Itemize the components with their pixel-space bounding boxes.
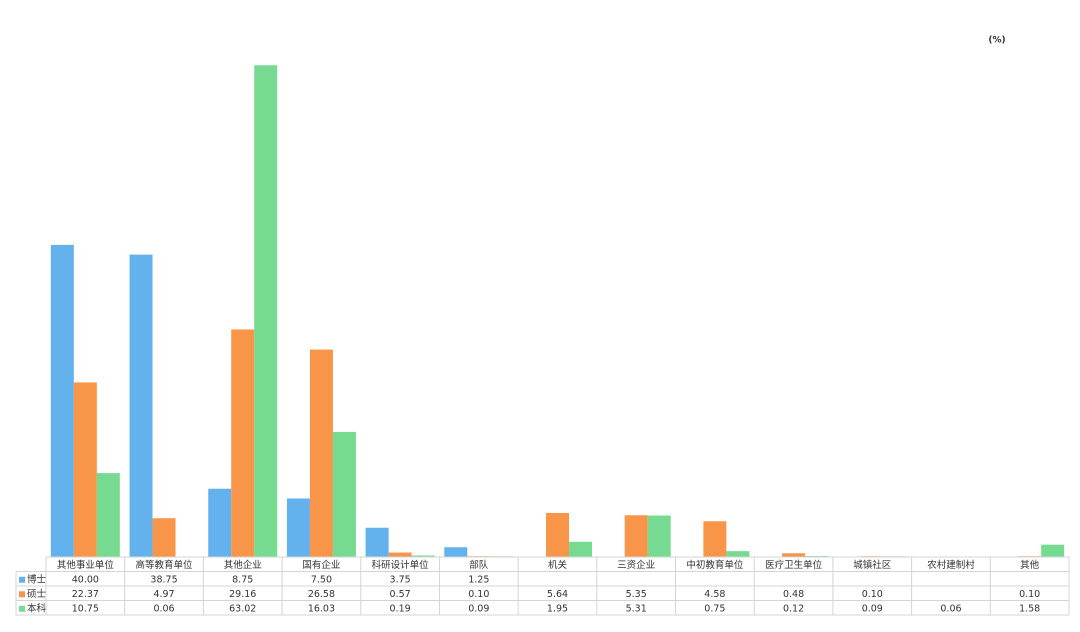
table-cell: 0.75: [704, 603, 725, 614]
bar: [647, 515, 671, 557]
table-cell: 5.64: [547, 589, 568, 600]
table-cell: 1.95: [547, 603, 568, 614]
table-cell: 3.75: [390, 574, 411, 585]
table-cell: 40.00: [72, 574, 99, 585]
table-cell: 0.57: [390, 589, 411, 600]
table-cell: 0.48: [783, 589, 804, 600]
bar: [1041, 544, 1065, 557]
legend-label: 本科: [27, 602, 47, 614]
bar: [73, 382, 97, 557]
bar: [152, 518, 176, 557]
bar: [309, 349, 333, 557]
table-cell: 0.10: [862, 589, 883, 600]
bar: [569, 541, 592, 557]
bar: [726, 551, 750, 557]
x-tick-label: 部队: [469, 559, 489, 571]
table-cell: 63.02: [229, 603, 256, 614]
table-cell: 7.50: [311, 574, 332, 585]
x-tick-label: 中初教育单位: [686, 559, 744, 571]
table-cell: 0.10: [468, 589, 489, 600]
bar: [96, 473, 120, 557]
bar: [208, 488, 232, 557]
table-cell: 0.09: [468, 603, 489, 614]
x-tick-label: 其他事业单位: [57, 559, 115, 571]
bar: [782, 553, 806, 557]
x-tick-label: 医疗卫生单位: [765, 559, 823, 571]
bar: [444, 547, 468, 557]
table-cell: 38.75: [150, 574, 177, 585]
legend-swatch: [19, 591, 25, 598]
x-tick-label: 城镇社区: [853, 559, 892, 571]
table-cell: 0.06: [940, 603, 961, 614]
table-cell: 5.31: [626, 603, 647, 614]
x-tick-label: 其他: [1020, 559, 1040, 571]
x-tick-label: 科研设计单位: [372, 559, 430, 571]
x-tick-label: 国有企业: [302, 559, 340, 571]
table-cell: 1.25: [468, 574, 489, 585]
table-cell: 16.03: [308, 603, 335, 614]
x-tick-label: 其他企业: [224, 559, 262, 571]
x-tick-label: 机关: [548, 559, 568, 571]
legend-label: 博士: [27, 573, 47, 585]
bar: [546, 512, 569, 557]
x-tick-label: 高等教育单位: [136, 559, 194, 571]
bar: [411, 555, 435, 557]
bar: [332, 431, 356, 557]
table-cell: 10.75: [72, 603, 99, 614]
bar: [703, 521, 727, 557]
table-cell: 0.10: [1019, 589, 1040, 600]
table-cell: 1.58: [1019, 603, 1040, 614]
table-cell: 0.09: [862, 603, 883, 614]
bar: [286, 498, 310, 557]
table-cell: 29.16: [229, 589, 256, 600]
bar: [388, 552, 412, 557]
bar: [365, 527, 389, 557]
table-cell: 0.06: [153, 603, 174, 614]
bar: [254, 65, 278, 558]
table-cell: 26.58: [308, 589, 335, 600]
bar: [624, 515, 648, 557]
table-cell: 0.19: [390, 603, 411, 614]
table-cell: 8.75: [232, 574, 253, 585]
bar: [129, 254, 153, 557]
table-cell: 22.37: [72, 589, 99, 600]
x-tick-label: 农村建制村: [927, 559, 975, 571]
legend-label: 硕士: [27, 588, 47, 600]
table-cell: 5.35: [626, 589, 647, 600]
unit-label: (%): [988, 36, 1005, 46]
x-tick-label: 三资企业: [617, 559, 655, 571]
bar: [50, 244, 74, 557]
legend-swatch: [19, 605, 25, 612]
legend-swatch: [19, 576, 25, 583]
bar: [231, 329, 255, 557]
table-cell: 4.97: [153, 589, 174, 600]
table-cell: 4.58: [704, 589, 725, 600]
table-cell: 0.12: [783, 603, 804, 614]
